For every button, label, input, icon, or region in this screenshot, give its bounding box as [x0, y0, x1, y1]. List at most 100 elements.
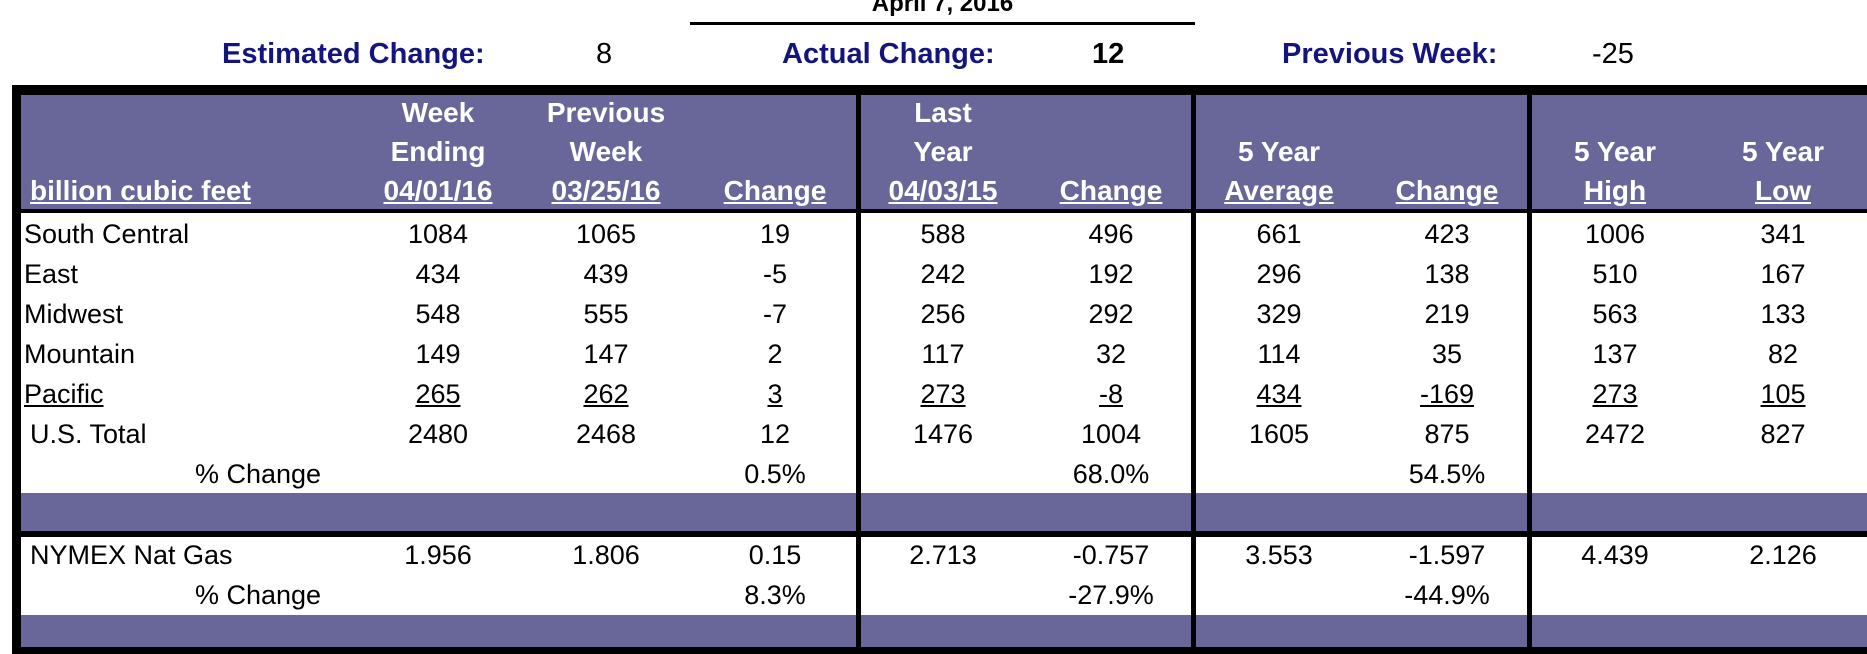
nymex-section-1 [21, 537, 856, 615]
cell: 875 [1424, 419, 1470, 449]
cell: -7 [762, 299, 787, 329]
cell: 68.0% [1072, 459, 1150, 489]
cell: 117 [921, 339, 965, 369]
cell: 827 [1760, 419, 1806, 449]
bottom-band-4 [1532, 615, 1867, 647]
cell: 265 [415, 379, 461, 409]
table-row: Mountain 149 147 2 117 32 114 35 137 82 [0, 334, 1867, 374]
cell: 555 [583, 299, 629, 329]
spacer-band-1 [21, 493, 856, 531]
cell: 138 [1424, 259, 1470, 289]
cell: 219 [1424, 299, 1470, 329]
cell: 1065 [575, 219, 637, 249]
cell: 2.713 [909, 540, 977, 570]
cell: 192 [1088, 259, 1134, 289]
row-label: South Central [24, 219, 190, 249]
cell: 19 [759, 219, 791, 249]
spacer-band-3 [1196, 493, 1527, 531]
table-row: Pacific 265 262 3 273 -8 434 -169 273 10… [0, 374, 1867, 414]
previous-week-label: Previous Week: [1282, 38, 1498, 70]
cell: 2480 [407, 419, 469, 449]
actual-change-label: Actual Change: [782, 38, 995, 70]
table-row: South Central 1084 1065 19 588 496 661 4… [0, 214, 1867, 254]
spacer-band-4 [1532, 493, 1867, 531]
nymex-pct-change-row: % Change 8.3% -27.9% -44.9% [0, 575, 1867, 615]
header-band-4 [1532, 95, 1867, 209]
cell: 147 [583, 339, 629, 369]
cell: 661 [1256, 219, 1302, 249]
report-date: April 7, 2016 [690, 0, 1195, 25]
spacer-band-2 [861, 493, 1191, 531]
cell: 82 [1767, 339, 1799, 369]
row-label: % Change [194, 580, 322, 610]
cell: 0.5% [744, 459, 806, 489]
header-5yr-high: 5 Year High [1573, 136, 1657, 206]
bottom-band-2 [861, 615, 1191, 647]
table-row: Midwest 548 555 -7 256 292 329 219 563 1… [0, 294, 1867, 334]
header-change-3: Change [1395, 175, 1499, 206]
cell: -1.597 [1408, 540, 1486, 570]
header-previous-week: Previous Week 03/25/16 [546, 97, 666, 206]
body-section-1 [21, 213, 856, 493]
cell: 296 [1256, 259, 1302, 289]
cell: 1.956 [404, 540, 472, 570]
row-label: Mountain [24, 339, 136, 369]
nymex-section-2 [861, 537, 1191, 615]
cell: 1476 [912, 419, 974, 449]
header-change: Change [723, 175, 827, 206]
cell: 242 [920, 259, 966, 289]
header-band-1 [21, 95, 856, 209]
table-row: East 434 439 -5 242 192 296 138 510 167 [0, 254, 1867, 294]
body-section-4 [1532, 213, 1867, 493]
cell: 423 [1424, 219, 1470, 249]
cell: 434 [1256, 379, 1302, 409]
row-label: Pacific [24, 379, 104, 409]
cell: 1605 [1248, 419, 1310, 449]
body-section-3 [1196, 213, 1527, 493]
cell: 510 [1592, 259, 1638, 289]
cell: 588 [920, 219, 966, 249]
cell: -27.9% [1068, 580, 1154, 610]
body-section-2 [861, 213, 1191, 493]
cell: 439 [583, 259, 629, 289]
bottom-band-1 [21, 615, 856, 647]
row-label: % Change [194, 459, 322, 489]
header-band-2 [861, 95, 1191, 209]
estimated-change-label: Estimated Change: [222, 38, 485, 70]
header-last-year: Last Year 04/03/15 [888, 97, 998, 206]
cell: 1004 [1080, 419, 1142, 449]
nymex-section-3 [1196, 537, 1527, 615]
cell: 4.439 [1581, 540, 1649, 570]
row-label: Midwest [24, 299, 124, 329]
header-5yr-low: 5 Year Low [1741, 136, 1825, 206]
bottom-band-3 [1196, 615, 1527, 647]
row-label: U.S. Total [30, 419, 147, 449]
nymex-section-4 [1532, 537, 1867, 615]
cell: 548 [415, 299, 461, 329]
cell: 105 [1760, 379, 1806, 409]
cell: 292 [1088, 299, 1134, 329]
row-label: NYMEX Nat Gas [30, 540, 233, 570]
cell: 434 [415, 259, 461, 289]
cell: -8 [1098, 379, 1123, 409]
cell: 2 [767, 339, 783, 369]
cell: 8.3% [744, 580, 806, 610]
row-label: East [24, 259, 79, 289]
cell: -5 [762, 259, 787, 289]
nymex-row: NYMEX Nat Gas 1.956 1.806 0.15 2.713 -0.… [0, 535, 1867, 575]
cell: -169 [1419, 379, 1475, 409]
cell: 167 [1760, 259, 1806, 289]
cell: 1084 [407, 219, 469, 249]
cell: -0.757 [1072, 540, 1150, 570]
actual-change-value: 12 [1092, 38, 1125, 70]
cell: 496 [1088, 219, 1134, 249]
cell: 0.15 [748, 540, 802, 570]
cell: 137 [1592, 339, 1638, 369]
cell: 1.806 [572, 540, 640, 570]
estimated-change-value: 8 [596, 38, 613, 70]
cell: 2472 [1584, 419, 1646, 449]
header-5yr-avg: 5 Year Average [1224, 136, 1334, 206]
cell: 35 [1431, 339, 1463, 369]
cell: 1006 [1584, 219, 1646, 249]
cell: 262 [583, 379, 629, 409]
